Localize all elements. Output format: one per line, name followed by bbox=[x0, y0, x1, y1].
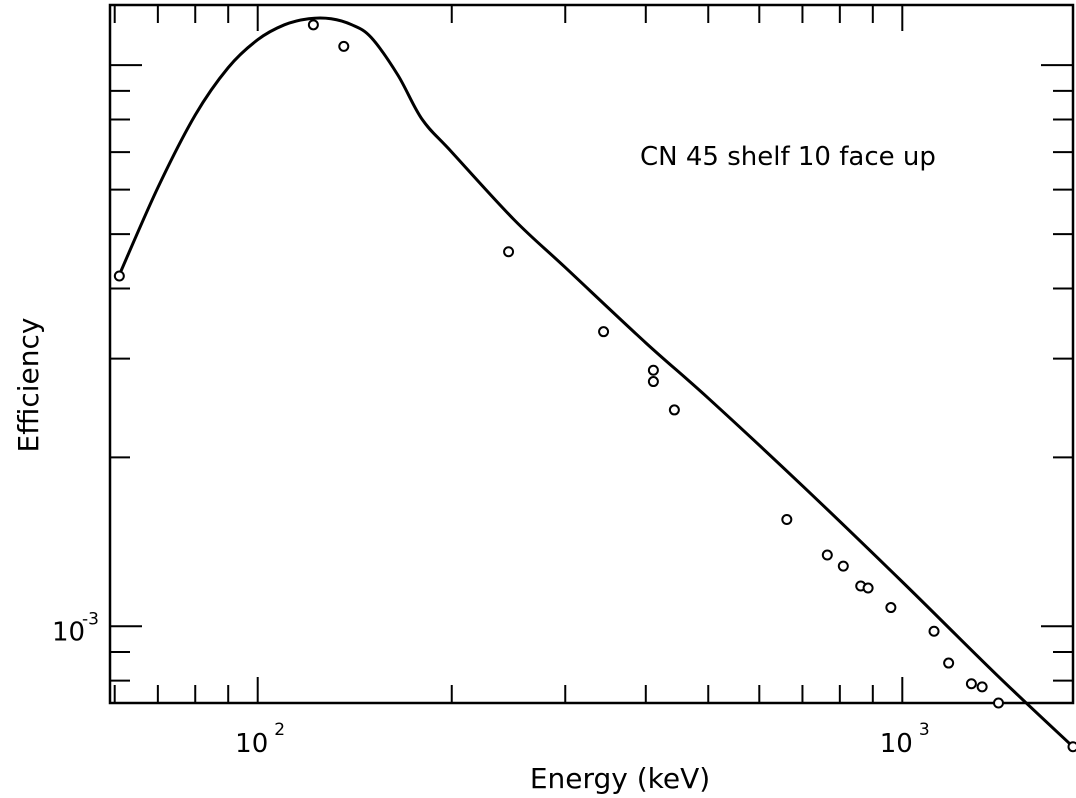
data-point bbox=[837, 560, 849, 572]
data-point bbox=[503, 246, 515, 258]
y-tick-label: 10-3 bbox=[52, 609, 99, 647]
annotation-label: CN 45 shelf 10 face up bbox=[640, 142, 936, 172]
data-point bbox=[781, 514, 793, 526]
data-point bbox=[668, 404, 680, 416]
data-point bbox=[307, 19, 319, 31]
data-points bbox=[113, 19, 1076, 753]
data-point bbox=[113, 270, 125, 282]
data-point bbox=[862, 582, 874, 594]
data-point bbox=[885, 602, 897, 614]
data-point bbox=[965, 678, 977, 690]
data-point bbox=[647, 376, 659, 388]
x-tick-exponent: 2 bbox=[274, 720, 285, 740]
data-point bbox=[647, 364, 659, 376]
axis-ticks bbox=[110, 5, 1073, 703]
data-point bbox=[976, 681, 988, 693]
data-point bbox=[598, 326, 610, 338]
data-point bbox=[992, 697, 1004, 709]
y-tick-exponent: -3 bbox=[82, 609, 99, 629]
tick-labels: 10 2 10 310-3 bbox=[52, 609, 930, 759]
y-axis-label: Efficiency bbox=[12, 318, 45, 453]
y-tick-mantissa: 10 bbox=[52, 617, 85, 647]
data-point bbox=[821, 549, 833, 561]
x-tick-exponent: 3 bbox=[919, 720, 930, 740]
fit-curve-layer bbox=[117, 16, 1075, 748]
x-tick-label: 10 2 bbox=[235, 720, 285, 759]
x-tick-mantissa: 10 bbox=[235, 729, 268, 759]
data-point bbox=[943, 657, 955, 669]
fit-curve bbox=[117, 16, 1075, 748]
data-point bbox=[338, 40, 350, 52]
x-tick-label: 10 3 bbox=[880, 720, 930, 759]
data-point bbox=[1067, 741, 1076, 753]
data-point bbox=[928, 625, 940, 637]
x-axis-label: Energy (keV) bbox=[530, 762, 710, 795]
plot-frame bbox=[108, 3, 1075, 705]
x-tick-mantissa: 10 bbox=[880, 729, 913, 759]
